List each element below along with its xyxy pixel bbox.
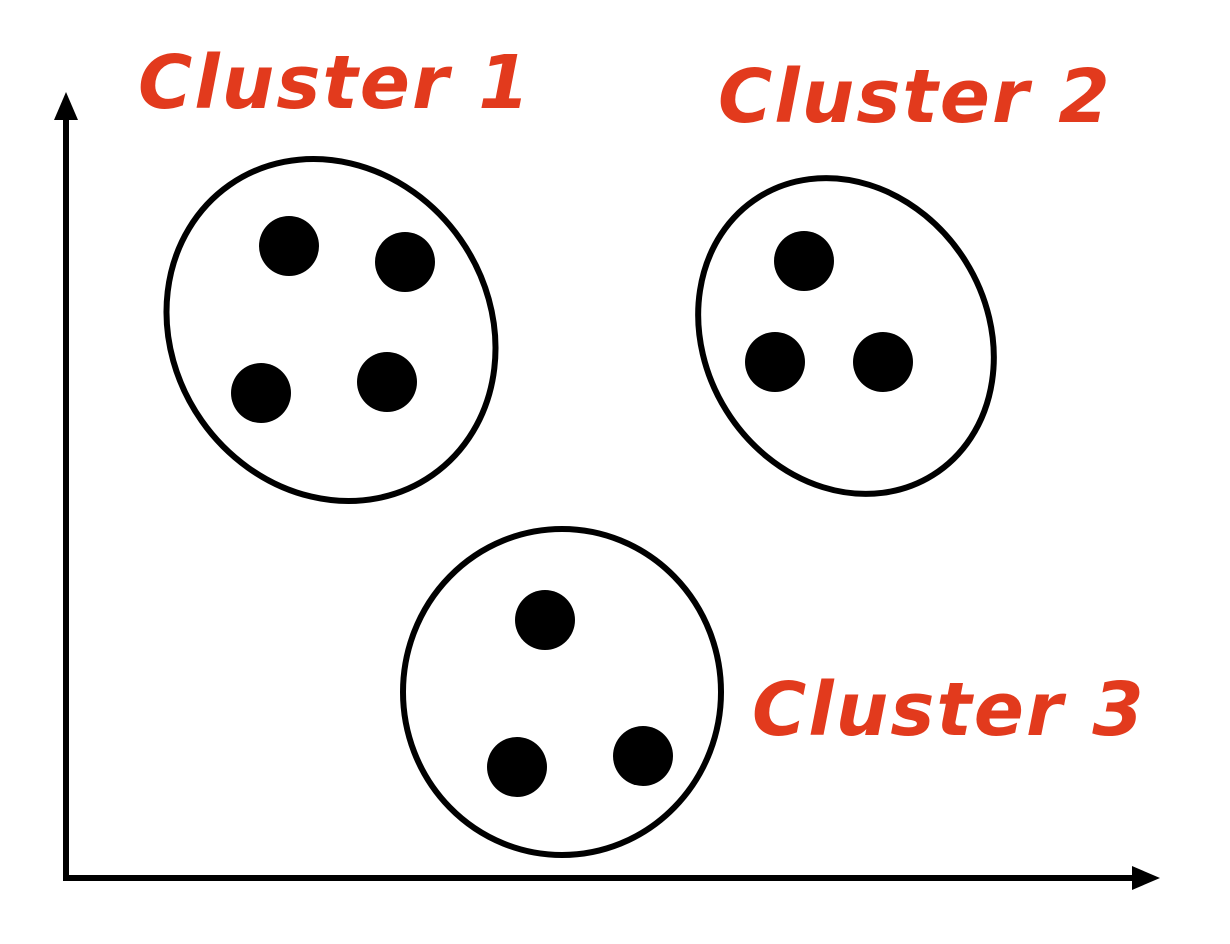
cluster-2-point (853, 332, 913, 392)
cluster-2 (695, 175, 997, 497)
cluster-3-point (515, 590, 575, 650)
y-axis-arrowhead (54, 92, 78, 120)
cluster-2-point (745, 332, 805, 392)
cluster-3-label: Cluster 3 (752, 667, 1146, 753)
x-axis-arrowhead (1132, 866, 1160, 890)
cluster-1-point (231, 363, 291, 423)
cluster-1-outline (163, 156, 499, 504)
cluster-3-point (613, 726, 673, 786)
cluster-3-point (487, 737, 547, 797)
cluster-3-outline (400, 526, 724, 858)
cluster-2-label: Cluster 2 (718, 54, 1112, 140)
cluster-1-label: Cluster 1 (138, 40, 532, 126)
cluster-1 (163, 156, 499, 504)
axes (54, 92, 1160, 890)
cluster-1-point (259, 216, 319, 276)
cluster-2-outline (695, 175, 997, 497)
cluster-2-point (774, 231, 834, 291)
cluster-1-point (375, 232, 435, 292)
cluster-1-point (357, 352, 417, 412)
cluster-3 (400, 526, 724, 858)
